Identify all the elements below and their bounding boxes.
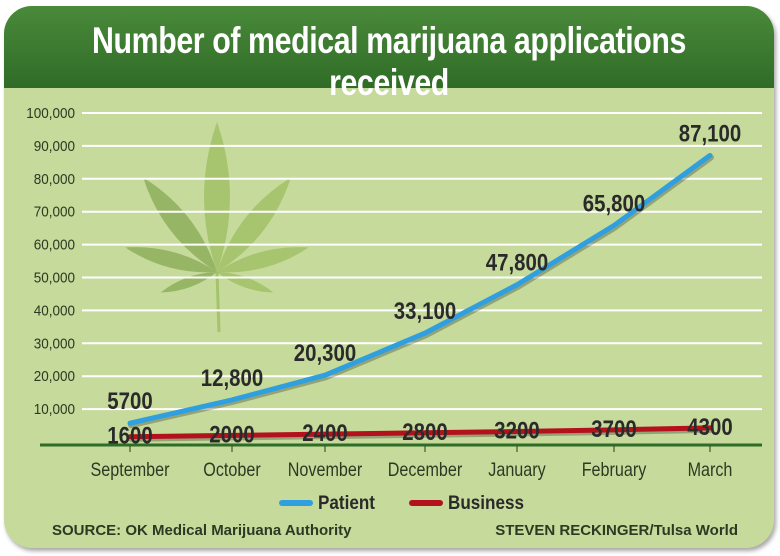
data-label: 33,100: [394, 298, 456, 325]
cannabis-leaf-icon: [125, 122, 309, 293]
y-tick-label: 70,000: [34, 204, 75, 221]
data-label: 20,300: [294, 340, 356, 367]
title-bar: Number of medical marijuana applications…: [4, 6, 774, 103]
data-label: 12,800: [201, 364, 263, 391]
data-label: 65,800: [583, 190, 645, 217]
data-label: 5700: [107, 388, 152, 415]
y-tick-label: 50,000: [34, 270, 75, 287]
x-tick-label: March: [688, 459, 733, 481]
y-tick-label: 90,000: [34, 138, 75, 155]
leaf-blade: [204, 122, 230, 272]
series-line-business: [127, 425, 713, 440]
y-tick-label: 100,000: [26, 105, 75, 122]
source-note: SOURCE: OK Medical Marijuana Authority: [52, 522, 352, 539]
y-tick-label: 80,000: [34, 171, 75, 188]
data-label: 2000: [209, 421, 254, 448]
leaf-stem: [215, 271, 221, 333]
leaf-blade: [143, 177, 217, 272]
data-label: 4300: [687, 413, 732, 440]
data-label: 2800: [402, 418, 447, 445]
data-label: 3700: [591, 415, 636, 442]
legend-label: Patient: [318, 492, 375, 513]
data-label: 3200: [494, 417, 539, 444]
data-label: 1600: [107, 422, 152, 449]
leaf-blade: [125, 247, 217, 273]
y-tick-label: 30,000: [34, 336, 75, 353]
legend-label: Business: [448, 492, 524, 513]
chart-title: Number of medical marijuana applications…: [92, 20, 686, 103]
y-tick-label: 40,000: [34, 303, 75, 320]
x-tick-label: January: [488, 459, 546, 481]
data-label: 2400: [302, 420, 347, 447]
series-line-patient: [127, 152, 713, 426]
x-tick-label: October: [203, 459, 261, 481]
y-tick-label: 10,000: [34, 401, 75, 418]
x-tick-label: September: [91, 459, 170, 481]
x-tick-label: December: [388, 459, 463, 481]
y-tick-label: 60,000: [34, 237, 75, 254]
leaf-blade: [217, 247, 309, 273]
y-tick-label: 20,000: [34, 369, 75, 386]
x-tick-label: February: [582, 459, 647, 481]
leaf-blade: [217, 177, 291, 272]
data-label: 47,800: [486, 249, 548, 276]
credit-note: STEVEN RECKINGER/Tulsa World: [495, 522, 738, 539]
x-tick-label: November: [288, 459, 363, 481]
data-label: 87,100: [679, 120, 741, 147]
